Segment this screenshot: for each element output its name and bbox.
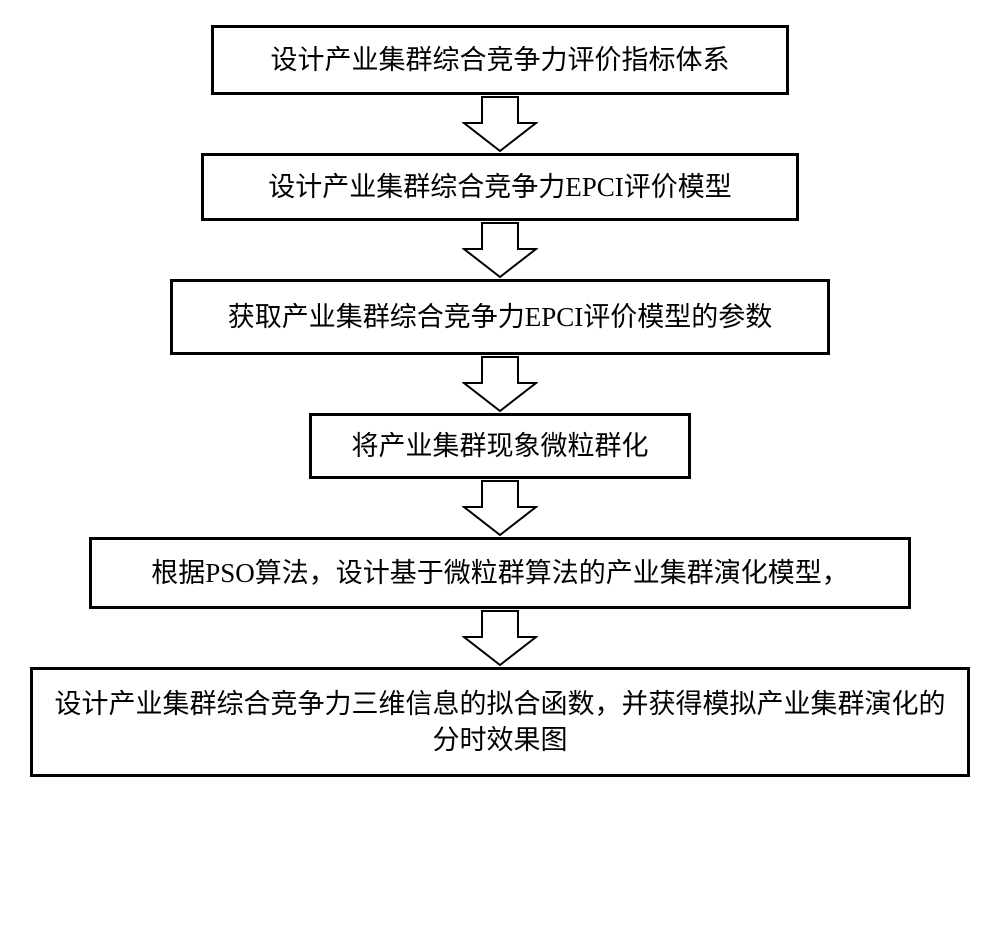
flow-arrow <box>462 609 538 667</box>
flow-node-label: 设计产业集群综合竞争力评价指标体系 <box>271 42 730 78</box>
flow-node-n2: 设计产业集群综合竞争力EPCI评价模型 <box>201 153 799 221</box>
flow-node-label: 设计产业集群综合竞争力三维信息的拟合函数，并获得模拟产业集群演化的分时效果图 <box>45 686 955 759</box>
flowchart-container: 设计产业集群综合竞争力评价指标体系设计产业集群综合竞争力EPCI评价模型获取产业… <box>0 0 1000 777</box>
flow-node-label: 获取产业集群综合竞争力EPCI评价模型的参数 <box>228 299 773 335</box>
flow-node-label: 设计产业集群综合竞争力EPCI评价模型 <box>268 169 732 205</box>
flow-node-n4: 将产业集群现象微粒群化 <box>309 413 691 479</box>
flow-node-n3: 获取产业集群综合竞争力EPCI评价模型的参数 <box>170 279 830 355</box>
flow-node-n6: 设计产业集群综合竞争力三维信息的拟合函数，并获得模拟产业集群演化的分时效果图 <box>30 667 970 777</box>
flow-arrow <box>462 479 538 537</box>
flow-node-label: 根据PSO算法，设计基于微粒群算法的产业集群演化模型， <box>151 555 849 591</box>
flow-node-n5: 根据PSO算法，设计基于微粒群算法的产业集群演化模型， <box>89 537 911 609</box>
flow-arrow <box>462 355 538 413</box>
flow-arrow <box>462 221 538 279</box>
flow-node-label: 将产业集群现象微粒群化 <box>352 428 649 464</box>
flow-node-n1: 设计产业集群综合竞争力评价指标体系 <box>211 25 789 95</box>
flow-arrow <box>462 95 538 153</box>
